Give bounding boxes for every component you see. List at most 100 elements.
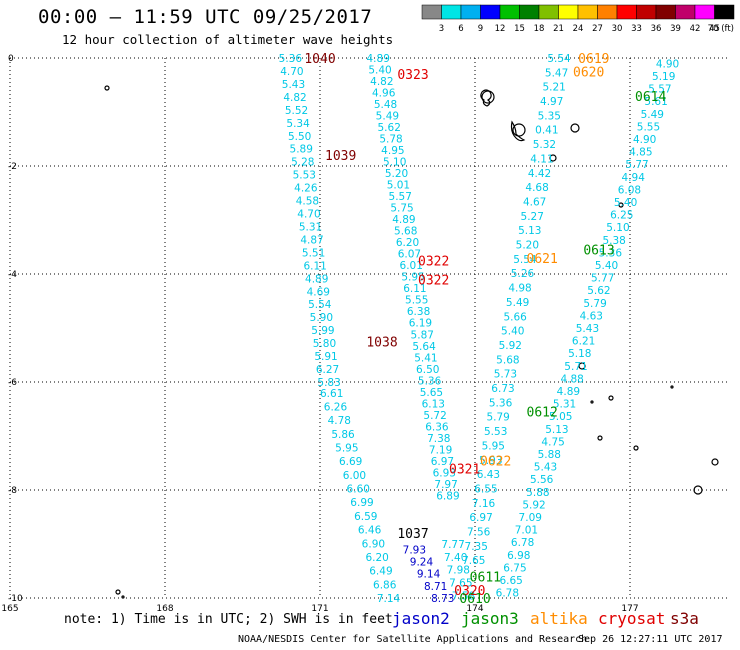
wave-height-value: 5.21: [542, 82, 565, 94]
wave-height-value: 6.20: [365, 552, 388, 564]
wave-height-value: 5.95: [335, 443, 358, 455]
color-scale-label: 6: [458, 24, 463, 34]
wave-height-value: 6.13: [422, 398, 445, 410]
color-swatch: [616, 4, 637, 20]
color-scale-label: 3: [439, 24, 444, 34]
wave-height-value: 5.38: [602, 235, 625, 247]
wave-height-value: 5.18: [568, 348, 591, 360]
wave-height-value: 4.90: [656, 58, 679, 70]
wave-height-value: 5.36: [279, 53, 303, 65]
wave-height-value: 7.19: [429, 444, 452, 456]
island-outline: [510, 120, 526, 142]
wave-height-value: 5.79: [486, 412, 509, 424]
wave-height-value: 4.69: [307, 286, 330, 298]
wave-height-value: 5.43: [534, 462, 557, 474]
wave-height-value: 4.95: [381, 145, 404, 157]
island-outline: [570, 123, 580, 133]
wave-height-value: 4.90: [633, 134, 656, 146]
color-swatch: [480, 4, 501, 20]
wave-height-value: 4.96: [372, 88, 396, 100]
island-outline: [590, 400, 594, 404]
wave-height-value: 5.57: [389, 191, 412, 203]
wave-height-value: 5.28: [291, 157, 314, 169]
land-outlines: [104, 85, 719, 599]
wave-height-value: 5.91: [314, 351, 337, 363]
color-swatch: [499, 4, 520, 20]
wave-height-value: 5.62: [378, 122, 401, 134]
island-outline: [597, 435, 603, 441]
x-tick-label: 171: [311, 604, 328, 614]
wave-height-value: 6.97: [431, 456, 454, 468]
wave-height-value: 4.82: [370, 76, 393, 88]
wave-height-value: 7.09: [519, 512, 542, 524]
color-scale-label: 21: [553, 24, 564, 34]
wave-height-value: 5.19: [652, 71, 675, 83]
wave-height-value: 6.60: [347, 484, 370, 496]
map-subtitle: 12 hour collection of altimeter wave hei…: [62, 32, 394, 47]
wave-height-value: 6.98: [507, 550, 530, 562]
pass-time-label: 0622: [480, 454, 511, 469]
y-tick-label: 0: [8, 54, 14, 64]
wave-height-value: 5.05: [549, 411, 572, 423]
wave-height-value: 4.87: [300, 234, 323, 246]
wave-height-value: 5.52: [285, 105, 308, 117]
wave-height-value: 6.36: [425, 421, 449, 433]
wave-height-value: 5.75: [390, 203, 413, 215]
color-scale-label: 33: [631, 24, 642, 34]
pass-time-label: 1038: [366, 336, 397, 351]
wave-height-value: 5.77: [591, 273, 614, 285]
y-tick-label: -10: [8, 594, 23, 604]
wave-height-value: 5.88: [526, 487, 549, 499]
island-outline: [693, 485, 703, 495]
pass-time-label: 0611: [470, 570, 501, 585]
wave-height-value: 6.00: [343, 470, 366, 482]
wave-height-value: 6.07: [398, 249, 421, 261]
wave-height-value: 6.61: [320, 388, 343, 400]
wave-height-value: 7.40: [444, 552, 467, 564]
island-outline: [480, 89, 492, 107]
color-scale-label: 30: [612, 24, 623, 34]
wave-height-value: 6.50: [416, 364, 439, 376]
wave-height-value: 6.69: [339, 456, 362, 468]
color-scale-label: 24: [573, 24, 584, 34]
wave-height-value: 8.71: [424, 581, 447, 593]
units-note: note: 1) Time is in UTC; 2) SWH is in fe…: [64, 612, 393, 627]
wave-height-value: 5.40: [501, 326, 524, 338]
wave-height-value: 6.97: [469, 512, 492, 524]
color-swatch: [577, 4, 598, 20]
wave-height-value: 5.55: [405, 295, 428, 307]
wave-height-value: 5.49: [376, 111, 399, 123]
island-outline: [633, 445, 639, 451]
wave-height-value: 5.95: [482, 440, 505, 452]
color-scale-label: 70 (ft): [708, 24, 734, 34]
pass-time-label: 0613: [583, 244, 614, 259]
wave-height-value: 6.08: [618, 184, 641, 196]
legend-altika: altika: [530, 609, 588, 628]
pass-time-label: 1037: [397, 527, 428, 542]
wave-height-value: 5.78: [379, 134, 402, 146]
pass-time-label: 0619: [578, 52, 609, 67]
wave-height-value: 6.86: [373, 579, 397, 591]
wave-height-value: 4.89: [557, 386, 580, 398]
color-swatch: [519, 4, 540, 20]
color-scale-label: 12: [495, 24, 506, 34]
wave-height-value: 4.82: [283, 92, 306, 104]
wave-height-value: 5.54: [513, 254, 537, 266]
wave-height-value: 7.77: [441, 539, 464, 551]
wave-height-value: 5.27: [521, 211, 544, 223]
wave-height-value: 9.14: [417, 569, 441, 581]
wave-height-value: 6.78: [496, 588, 519, 600]
color-swatch: [636, 4, 657, 20]
wave-height-value: 5.32: [533, 139, 556, 151]
island-outline: [711, 458, 719, 466]
wave-height-value: 4.11: [530, 153, 553, 165]
pass-time-label: 0610: [459, 592, 490, 607]
wave-height-value: 5.86: [331, 429, 355, 441]
wave-height-value: 6.11: [303, 260, 326, 272]
wave-height-value: 6.19: [409, 318, 432, 330]
pass-time-label: 0320: [454, 584, 485, 599]
map-title: 00:00 – 11:59 UTC 09/25/2017: [38, 6, 373, 28]
y-tick-label: -6: [8, 378, 17, 388]
